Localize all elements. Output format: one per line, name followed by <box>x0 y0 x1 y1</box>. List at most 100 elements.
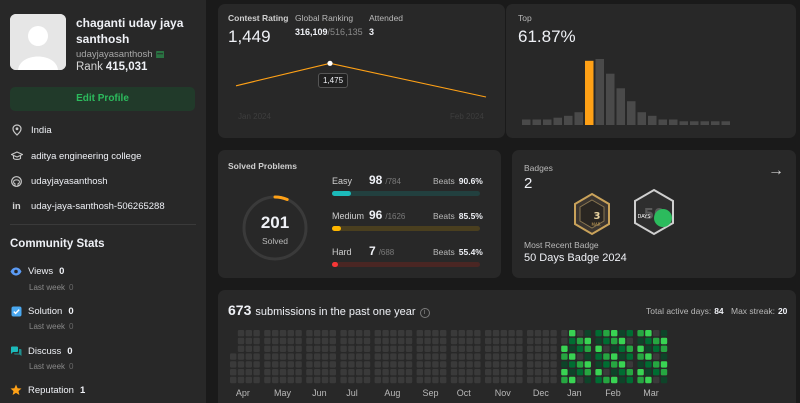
heatmap-cell <box>272 337 279 345</box>
heatmap-cell <box>500 345 507 352</box>
heatmap-cell <box>660 337 668 345</box>
heatmap-cell <box>516 376 523 384</box>
heatmap-cell <box>432 361 439 368</box>
heatmap-cell <box>458 369 465 376</box>
heatmap-cell <box>485 361 492 368</box>
heatmap-cell <box>424 361 431 368</box>
info-icon[interactable]: i <box>419 308 430 318</box>
heatmap-cell <box>356 361 363 368</box>
views-stat: Views 0 <box>10 265 64 277</box>
heatmap-cell <box>660 353 668 360</box>
school-text: aditya engineering college <box>31 150 142 162</box>
heatmap-cell <box>398 353 405 360</box>
avatar[interactable] <box>10 14 66 70</box>
heatmap-cell <box>382 337 389 345</box>
heatmap-cell <box>542 345 549 352</box>
heatmap-cell <box>637 376 644 384</box>
axis-end-label: Feb 2024 <box>450 112 484 121</box>
hard-beats-label: Beats <box>433 247 455 257</box>
heatmap-cell <box>569 353 576 360</box>
arrow-right-icon[interactable]: → <box>768 162 784 179</box>
heatmap-cell <box>660 376 668 384</box>
heatmap-cell <box>450 353 458 360</box>
heatmap-cell <box>340 345 347 352</box>
heatmap-cell <box>340 376 347 384</box>
heatmap-cell <box>363 353 371 360</box>
heatmap-cell <box>356 376 363 384</box>
heatmap-cell <box>432 376 439 384</box>
heatmap-cell <box>576 337 584 345</box>
linkedin-text[interactable]: uday-jaya-santhosh-506265288 <box>31 200 165 212</box>
heatmap-cell <box>432 353 439 360</box>
hard-beats: Beats 55.4% <box>433 247 483 257</box>
heatmap-cell <box>424 345 431 352</box>
top-label: Top <box>518 13 532 23</box>
github-text[interactable]: udayjayasanthosh <box>31 175 108 187</box>
easy-count-number: 98 <box>369 173 383 187</box>
heatmap-cell <box>295 361 302 368</box>
heatmap-cell <box>653 361 660 368</box>
heatmap-cell <box>440 361 447 368</box>
heatmap-cell <box>584 353 591 360</box>
heatmap-cell <box>660 361 668 368</box>
edit-profile-button[interactable]: Edit Profile <box>10 87 195 111</box>
heatmap-cell <box>466 369 473 376</box>
discuss-stat: Discuss 0 <box>10 345 73 357</box>
heatmap-cell <box>295 330 302 337</box>
heatmap-cell <box>321 337 329 345</box>
submissions-card: 673 submissions in the past one year i Tot… <box>218 290 796 403</box>
heatmap-cell <box>618 376 626 384</box>
month-label: Nov <box>494 388 511 398</box>
heatmap-cell <box>450 369 458 376</box>
heatmap-cell <box>645 345 652 352</box>
heatmap-cell <box>626 361 633 368</box>
heatmap-cell <box>584 330 591 337</box>
heatmap-cell <box>645 361 652 368</box>
heatmap-cell <box>321 361 329 368</box>
heatmap-cell <box>492 376 500 384</box>
heatmap-cell <box>611 369 618 376</box>
rating-line <box>235 62 487 98</box>
medium-label: Medium <box>332 211 365 221</box>
histogram-bar <box>637 112 646 125</box>
top-percentage-card: Top 61.87% <box>505 4 796 138</box>
heatmap-cell <box>492 369 500 376</box>
hard-beats-value: 55.4% <box>458 247 483 257</box>
heatmap-cell <box>660 369 668 376</box>
medium-beats: Beats 85.5% <box>433 211 483 221</box>
heatmap-cell <box>424 337 431 345</box>
github-row[interactable]: udayjayasanthosh <box>10 175 108 187</box>
heatmap-cell <box>237 376 245 384</box>
views-last-week-value: 0 <box>69 283 74 292</box>
heatmap-cell <box>374 330 381 337</box>
heatmap-cell <box>363 369 371 376</box>
heatmap-cell <box>584 345 591 352</box>
monthly-badge-mar-icon[interactable]: 3 MAR <box>570 192 614 236</box>
most-recent-badge-label: Most Recent Badge <box>524 240 599 250</box>
histogram-bar <box>658 119 667 125</box>
histogram-bar <box>585 60 594 125</box>
solved-problems-card: Solved Problems 201 Solved Easy 98/784 B… <box>218 150 501 278</box>
heatmap-cell <box>618 330 626 337</box>
heatmap-cell <box>561 376 568 384</box>
heatmap-cell <box>374 369 381 376</box>
heatmap-cell <box>253 330 260 337</box>
heatmap-cell <box>356 337 363 345</box>
heatmap-cell <box>340 353 347 360</box>
fifty-days-badge-icon[interactable]: 50 DAYS <box>630 188 678 236</box>
heatmap-cell <box>645 337 652 345</box>
heatmap-cell <box>474 369 481 376</box>
heatmap-cell <box>626 369 633 376</box>
heatmap-cell <box>637 361 644 368</box>
heatmap-cell <box>374 353 381 360</box>
heatmap-cell <box>405 337 413 345</box>
linkedin-row[interactable]: in uday-jaya-santhosh-506265288 <box>10 200 165 212</box>
hard-progress-bar <box>332 262 480 267</box>
heatmap-cell <box>569 345 576 352</box>
heatmap-cell <box>382 361 389 368</box>
hard-label: Hard <box>332 247 352 257</box>
easy-total: /784 <box>385 177 401 186</box>
heatmap-cell <box>466 376 473 384</box>
heatmap-cell <box>603 337 610 345</box>
heatmap-cell <box>432 337 439 345</box>
